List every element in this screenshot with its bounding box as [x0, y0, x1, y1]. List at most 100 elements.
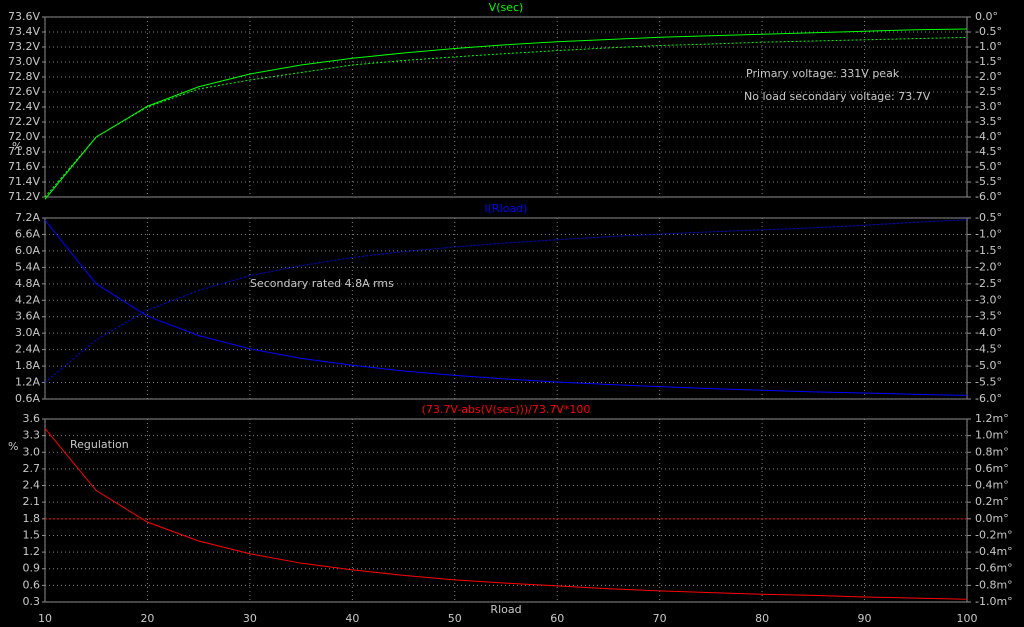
y-tick-label: 3.6 [23, 412, 41, 425]
x-tick-label: 90 [858, 612, 872, 625]
x-tick-label: 80 [755, 612, 769, 625]
y2-tick-label: 0.2m° [975, 495, 1009, 508]
y2-tick-label: -3.0° [975, 293, 1002, 306]
y-axis-label: % [12, 140, 22, 153]
y2-tick-label: -1.5° [975, 55, 1002, 68]
y-tick-label: 71.8V [8, 145, 40, 158]
y-tick-label: 6.6A [15, 227, 40, 240]
y-tick-label: 2.1 [23, 495, 41, 508]
y-tick-label: 73.0V [8, 55, 40, 68]
y-tick-label: 2.7 [23, 462, 41, 475]
y2-tick-label: -2.5° [975, 277, 1002, 290]
y2-tick-label: -0.5° [975, 211, 1002, 224]
y2-tick-label: -3.5° [975, 310, 1002, 323]
y2-tick-label: -4.5° [975, 145, 1002, 158]
y2-tick-label: 0.6m° [975, 462, 1009, 475]
x-axis-label: Rload [490, 603, 521, 616]
y2-tick-label: -0.4m° [975, 545, 1013, 558]
annotation: Primary voltage: 331V peak [746, 67, 900, 80]
y-tick-label: 1.5 [23, 528, 41, 541]
y-tick-label: 72.0V [8, 130, 40, 143]
y-tick-label: 0.9 [23, 562, 41, 575]
y-tick-label: 73.2V [8, 40, 40, 53]
y2-tick-label: -0.6m° [975, 562, 1013, 575]
x-tick-label: 70 [653, 612, 667, 625]
y2-tick-label: 0.4m° [975, 479, 1009, 492]
y-tick-label: 2.4A [15, 343, 40, 356]
y2-tick-label: -0.2m° [975, 528, 1013, 541]
y2-tick-label: -1.0° [975, 40, 1002, 53]
y-tick-label: 72.2V [8, 115, 40, 128]
y-tick-label: 71.2V [8, 190, 40, 203]
plot-frame [44, 217, 968, 400]
y2-tick-label: -5.5° [975, 175, 1002, 188]
y-tick-label: 72.8V [8, 70, 40, 83]
y-tick-label: 72.4V [8, 100, 40, 113]
y2-tick-label: 0.8m° [975, 445, 1009, 458]
y2-tick-label: -4.0° [975, 326, 1002, 339]
y2-tick-label: 1.2m° [975, 412, 1009, 425]
trace-title: I(Rload) [485, 202, 528, 215]
y-tick-label: 71.4V [8, 175, 40, 188]
trace [44, 219, 968, 396]
y2-tick-label: -2.0° [975, 70, 1002, 83]
y-tick-label: 1.8 [23, 512, 41, 525]
y2-tick-label: -6.0° [975, 190, 1002, 203]
y-tick-label: 3.3 [23, 429, 41, 442]
phase-trace [44, 36, 968, 198]
y-tick-label: 7.2A [15, 211, 40, 224]
x-tick-label: 60 [550, 612, 564, 625]
y-tick-label: 3.0A [15, 326, 40, 339]
y-tick-label: 1.2 [23, 545, 41, 558]
phase-trace [44, 219, 968, 383]
y-tick-label: 3.6A [15, 310, 40, 323]
y-tick-label: 0.6A [15, 392, 40, 405]
y-tick-label: 5.4A [15, 260, 40, 273]
y-tick-label: 1.2A [15, 376, 40, 389]
y-axis-label: % [8, 440, 18, 453]
y2-tick-label: -0.8m° [975, 578, 1013, 591]
y2-tick-label: -0.5° [975, 25, 1002, 38]
annotation: Secondary rated 4.8A rms [250, 277, 394, 290]
trace-title: (73.7V-abs(V(sec)))/73.7V*100 [422, 403, 591, 416]
y-tick-label: 0.6 [23, 578, 41, 591]
annotation: No load secondary voltage: 73.7V [744, 90, 931, 103]
y2-tick-label: 1.0m° [975, 429, 1009, 442]
y2-tick-label: -3.5° [975, 115, 1002, 128]
y2-tick-label: 0.0m° [975, 512, 1009, 525]
y-tick-label: 0.3 [23, 595, 41, 608]
plot-frame [44, 418, 968, 603]
y2-tick-label: -2.5° [975, 85, 1002, 98]
y2-tick-label: -5.0° [975, 359, 1002, 372]
y-tick-label: 3.0 [23, 445, 41, 458]
y-tick-label: 4.8A [15, 277, 40, 290]
x-tick-label: 40 [345, 612, 359, 625]
y2-tick-label: -1.0m° [975, 595, 1013, 608]
x-tick-label: 100 [957, 612, 978, 625]
annotation: Regulation [70, 438, 129, 451]
y-tick-label: 1.8A [15, 359, 40, 372]
y-tick-label: 2.4 [23, 479, 41, 492]
y-tick-label: 4.2A [15, 293, 40, 306]
y2-tick-label: -3.0° [975, 100, 1002, 113]
y2-tick-label: -1.0° [975, 227, 1002, 240]
x-tick-label: 10 [38, 612, 52, 625]
y-tick-label: 73.6V [8, 10, 40, 23]
x-tick-label: 50 [448, 612, 462, 625]
trace-title: V(sec) [489, 1, 524, 14]
x-tick-label: 20 [140, 612, 154, 625]
y-tick-label: 71.6V [8, 160, 40, 173]
y-tick-label: 72.6V [8, 85, 40, 98]
y2-tick-label: -6.0° [975, 392, 1002, 405]
y2-tick-label: 0.0° [975, 10, 998, 23]
x-tick-label: 30 [243, 612, 257, 625]
y-tick-label: 6.0A [15, 244, 40, 257]
y-tick-label: 73.4V [8, 25, 40, 38]
trace [44, 428, 968, 600]
y2-tick-label: -2.0° [975, 260, 1002, 273]
y2-tick-label: -4.5° [975, 343, 1002, 356]
y2-tick-label: -1.5° [975, 244, 1002, 257]
y2-tick-label: -5.5° [975, 376, 1002, 389]
